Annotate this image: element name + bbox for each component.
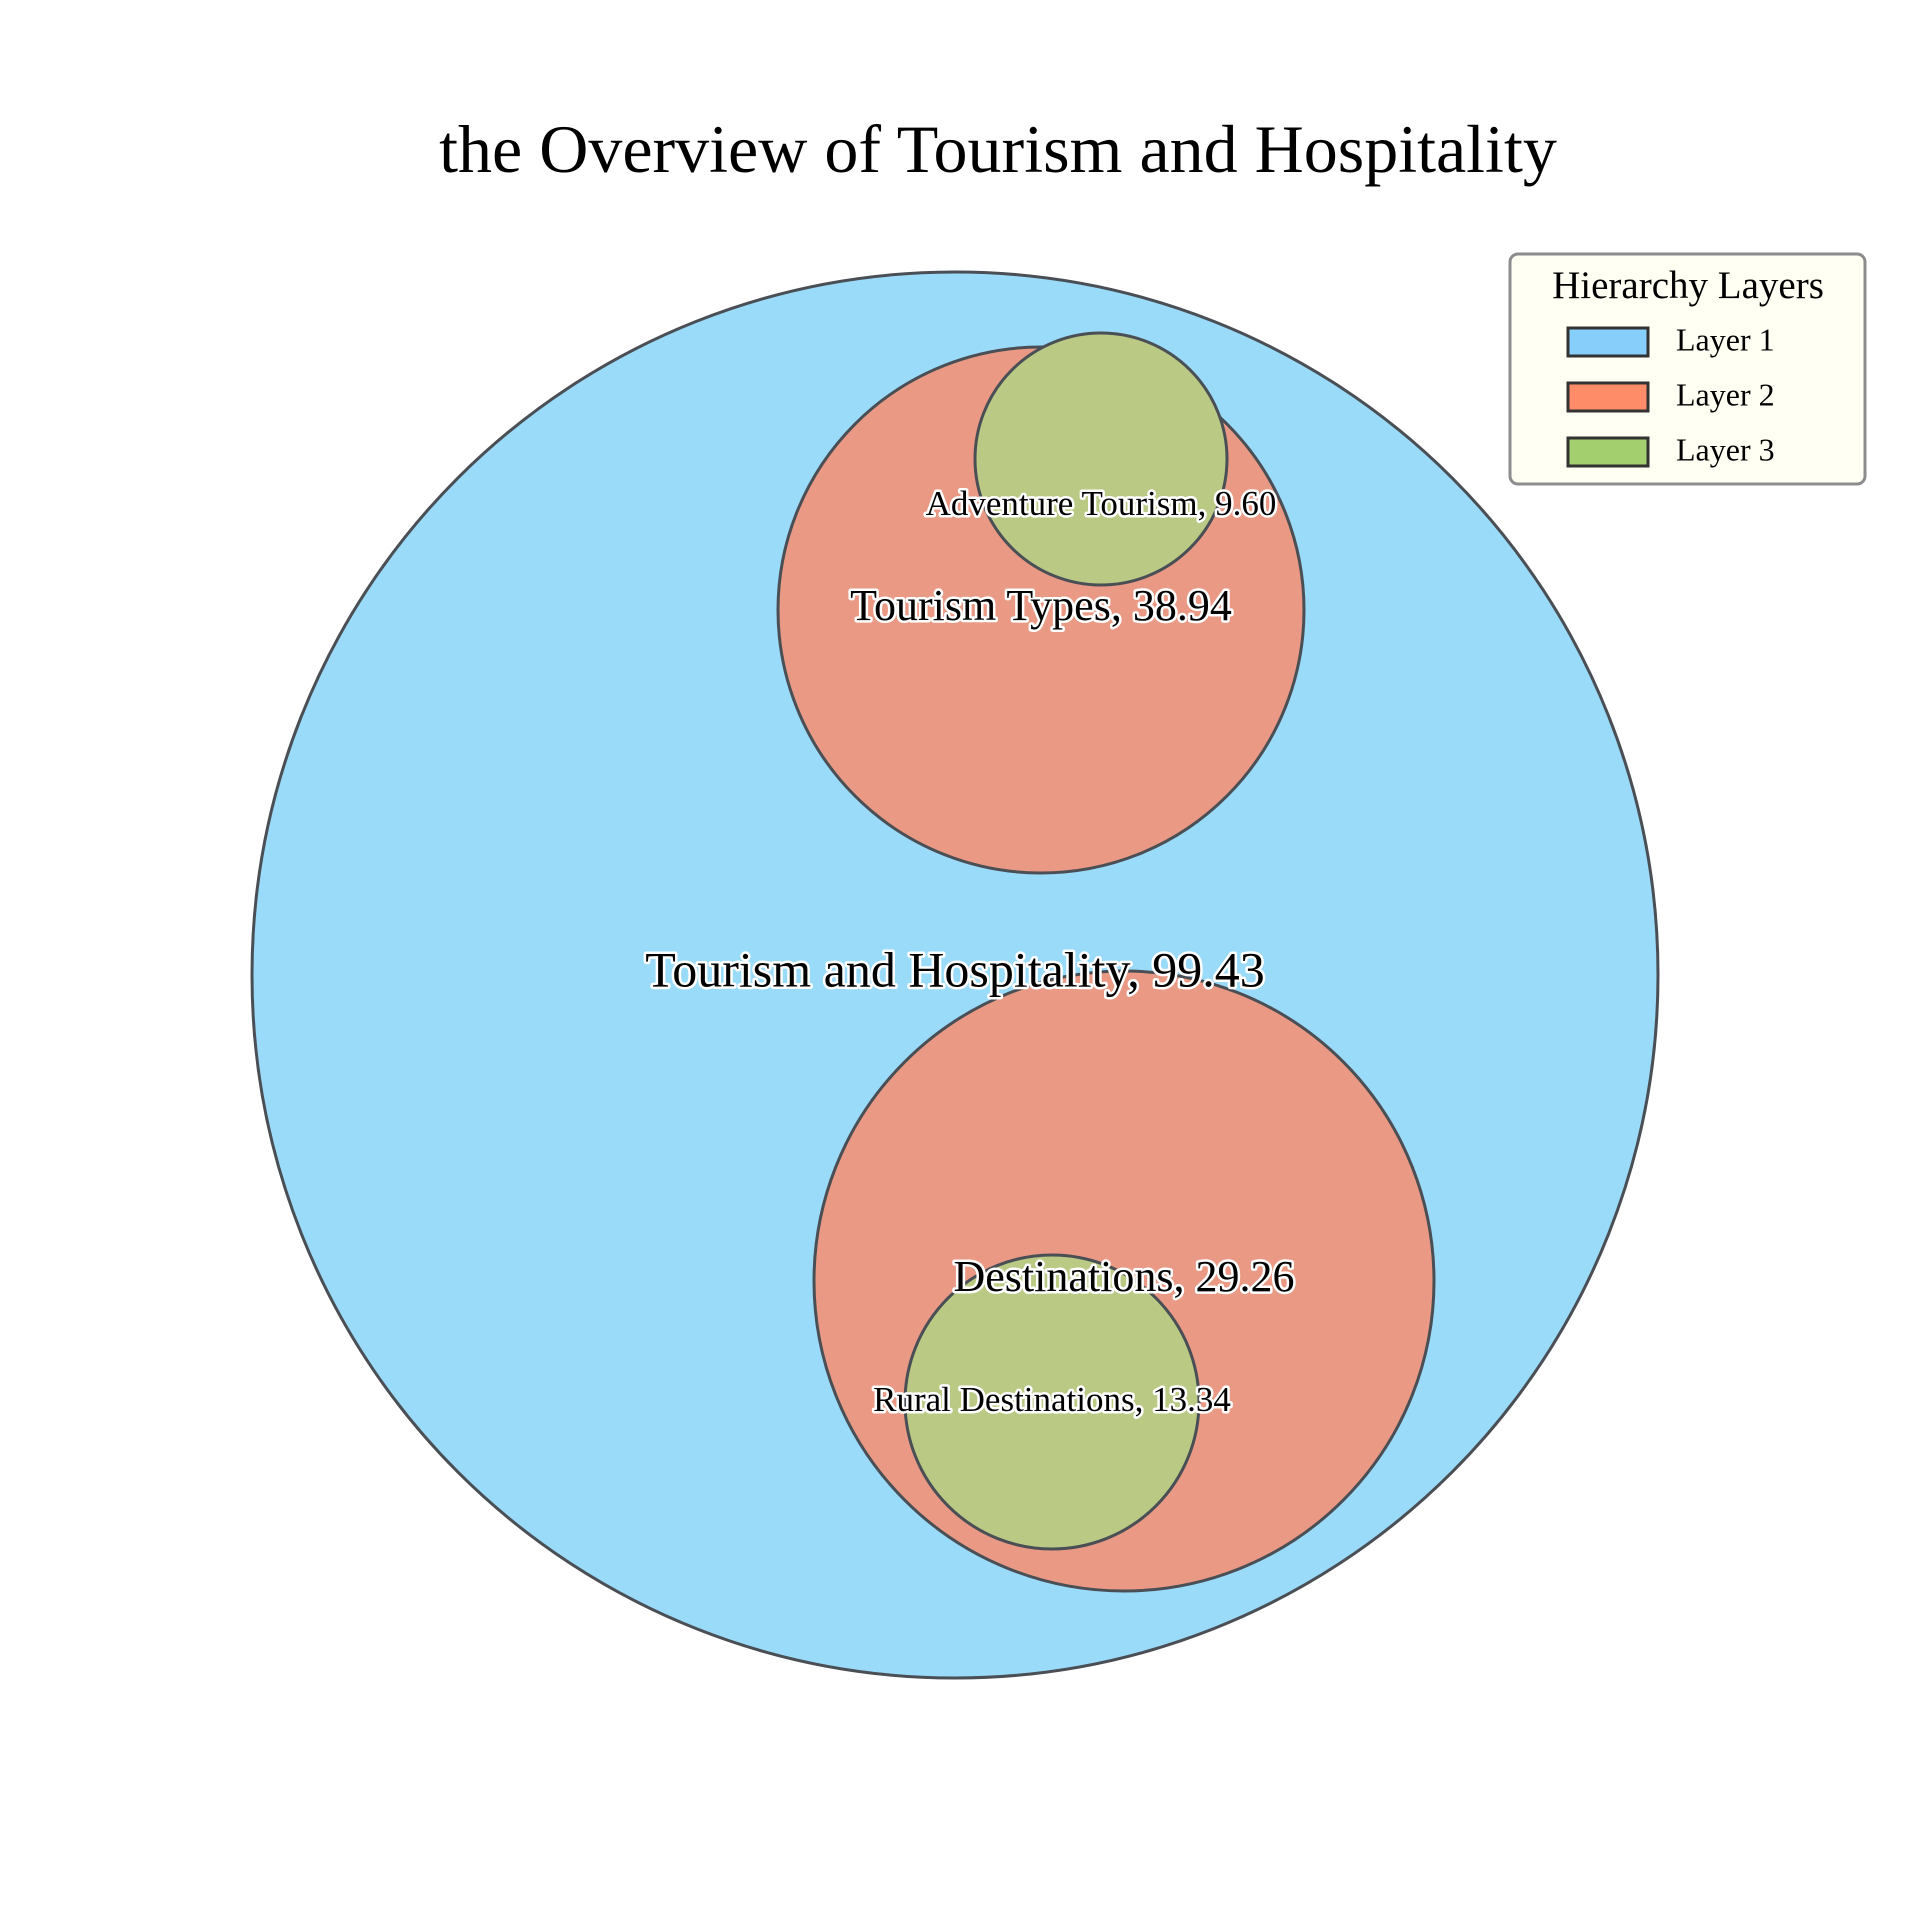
legend-label-layer-2: Layer 2	[1676, 376, 1775, 412]
label-root: Tourism and Hospitality, 99.43	[645, 941, 1265, 997]
bubbles-group	[250, 270, 1660, 1680]
legend-entries: Layer 1 Layer 2 Layer 3	[1566, 321, 1775, 468]
label-rural: Rural Destinations, 13.34	[873, 1380, 1231, 1419]
chart-title: the Overview of Tourism and Hospitality	[439, 111, 1557, 187]
label-adventure: Adventure Tourism, 9.60	[926, 484, 1277, 523]
labels-group: Tourism and Hospitality, 99.43 Tourism Ty…	[643, 482, 1297, 1422]
legend-title: Hierarchy Layers	[1552, 264, 1824, 307]
legend-swatch-layer-1	[1566, 326, 1650, 358]
legend-swatch-layer-3	[1566, 436, 1650, 468]
legend-label-layer-1: Layer 1	[1676, 321, 1775, 357]
label-destinations: Destinations, 29.26	[954, 1252, 1295, 1301]
legend-swatch-layer-2	[1566, 381, 1650, 413]
bubble-adventure	[973, 331, 1229, 587]
legend-label-layer-3: Layer 3	[1676, 431, 1775, 467]
legend: Hierarchy Layers Layer 1 Layer 2 Layer 3	[1508, 252, 1867, 486]
legend-frame	[1508, 252, 1867, 486]
label-types: Tourism Types, 38.94	[850, 581, 1232, 630]
bubble-rural	[903, 1253, 1201, 1551]
